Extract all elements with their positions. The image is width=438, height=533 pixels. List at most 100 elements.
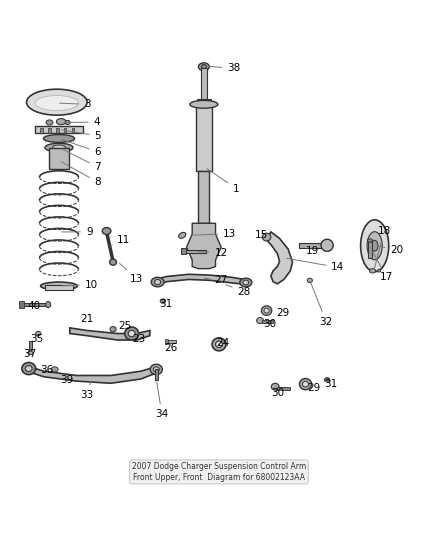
Ellipse shape — [212, 338, 226, 351]
Ellipse shape — [35, 332, 41, 336]
Ellipse shape — [150, 364, 162, 375]
Text: 39: 39 — [55, 369, 74, 385]
Ellipse shape — [367, 239, 372, 243]
Bar — [49, 149, 68, 169]
Text: 18: 18 — [374, 226, 391, 268]
Ellipse shape — [45, 143, 73, 152]
Bar — [29, 341, 32, 350]
Bar — [45, 285, 73, 290]
Ellipse shape — [22, 362, 35, 375]
Bar — [40, 128, 43, 133]
Ellipse shape — [41, 282, 78, 290]
Ellipse shape — [360, 220, 389, 272]
Bar — [299, 243, 327, 248]
Ellipse shape — [27, 89, 87, 115]
Ellipse shape — [160, 299, 166, 303]
Ellipse shape — [271, 383, 279, 390]
Ellipse shape — [151, 277, 164, 287]
Text: 17: 17 — [373, 252, 393, 282]
Text: 30: 30 — [271, 388, 284, 398]
Text: 36: 36 — [32, 365, 53, 375]
Bar — [277, 387, 290, 390]
Bar — [166, 340, 176, 343]
Ellipse shape — [65, 120, 70, 125]
Ellipse shape — [46, 120, 53, 125]
Ellipse shape — [303, 381, 308, 387]
Polygon shape — [70, 328, 150, 340]
Ellipse shape — [46, 302, 51, 308]
Polygon shape — [187, 223, 221, 269]
Text: 6: 6 — [62, 140, 101, 157]
Text: 14: 14 — [286, 259, 345, 272]
Bar — [20, 303, 49, 306]
Ellipse shape — [35, 95, 78, 111]
Ellipse shape — [102, 228, 111, 235]
Ellipse shape — [57, 119, 66, 125]
Ellipse shape — [43, 135, 74, 142]
Text: 2007 Dodge Charger Suspension Control Arm
Front Upper, Front  Diagram for 680021: 2007 Dodge Charger Suspension Control Ar… — [132, 462, 306, 482]
Bar — [198, 172, 209, 223]
Bar — [197, 99, 211, 104]
Ellipse shape — [243, 280, 249, 285]
Ellipse shape — [110, 259, 117, 265]
Text: 40: 40 — [27, 301, 40, 311]
Text: 25: 25 — [113, 321, 131, 331]
Ellipse shape — [198, 63, 209, 70]
Ellipse shape — [257, 318, 264, 324]
Ellipse shape — [110, 327, 116, 332]
Bar — [19, 301, 24, 308]
Text: 5: 5 — [62, 130, 101, 141]
Ellipse shape — [262, 233, 271, 241]
Text: 7: 7 — [61, 149, 101, 172]
Text: 30: 30 — [264, 319, 276, 329]
Text: 31: 31 — [159, 298, 173, 309]
Bar — [64, 128, 66, 133]
Ellipse shape — [377, 270, 381, 272]
Polygon shape — [27, 366, 159, 383]
Ellipse shape — [153, 367, 159, 372]
Text: 37: 37 — [23, 349, 36, 359]
Bar — [155, 369, 159, 380]
Text: 19: 19 — [305, 246, 318, 256]
Text: 9: 9 — [62, 227, 92, 237]
Text: 1: 1 — [207, 168, 240, 193]
Text: 24: 24 — [216, 338, 229, 349]
Ellipse shape — [321, 239, 333, 252]
Bar — [201, 68, 207, 102]
Ellipse shape — [325, 378, 330, 382]
Text: 33: 33 — [81, 382, 94, 400]
Ellipse shape — [25, 366, 32, 372]
Text: 23: 23 — [132, 334, 145, 344]
Text: 8: 8 — [61, 162, 101, 187]
Ellipse shape — [51, 367, 58, 372]
Text: 3: 3 — [60, 99, 90, 109]
Ellipse shape — [53, 145, 66, 150]
Ellipse shape — [190, 100, 218, 108]
Bar — [368, 240, 372, 258]
Text: 27: 27 — [205, 276, 228, 285]
Polygon shape — [154, 274, 249, 285]
Ellipse shape — [179, 232, 186, 238]
Ellipse shape — [201, 64, 206, 69]
Bar — [196, 104, 212, 172]
Text: 31: 31 — [324, 379, 337, 389]
Text: 4: 4 — [64, 117, 100, 127]
Bar — [56, 128, 59, 133]
Bar — [48, 128, 51, 133]
Text: 28: 28 — [226, 285, 251, 296]
Text: 13: 13 — [120, 263, 144, 285]
Text: 13: 13 — [192, 229, 237, 239]
Ellipse shape — [300, 378, 311, 390]
Bar — [71, 128, 74, 133]
Text: 20: 20 — [380, 245, 404, 255]
Ellipse shape — [326, 379, 328, 381]
Text: 15: 15 — [255, 230, 268, 240]
Bar — [182, 249, 206, 253]
Ellipse shape — [155, 279, 161, 285]
Ellipse shape — [215, 341, 223, 348]
Text: 26: 26 — [164, 343, 177, 353]
Ellipse shape — [28, 351, 33, 355]
Bar — [166, 339, 168, 344]
Ellipse shape — [367, 232, 382, 260]
Bar — [262, 320, 273, 322]
